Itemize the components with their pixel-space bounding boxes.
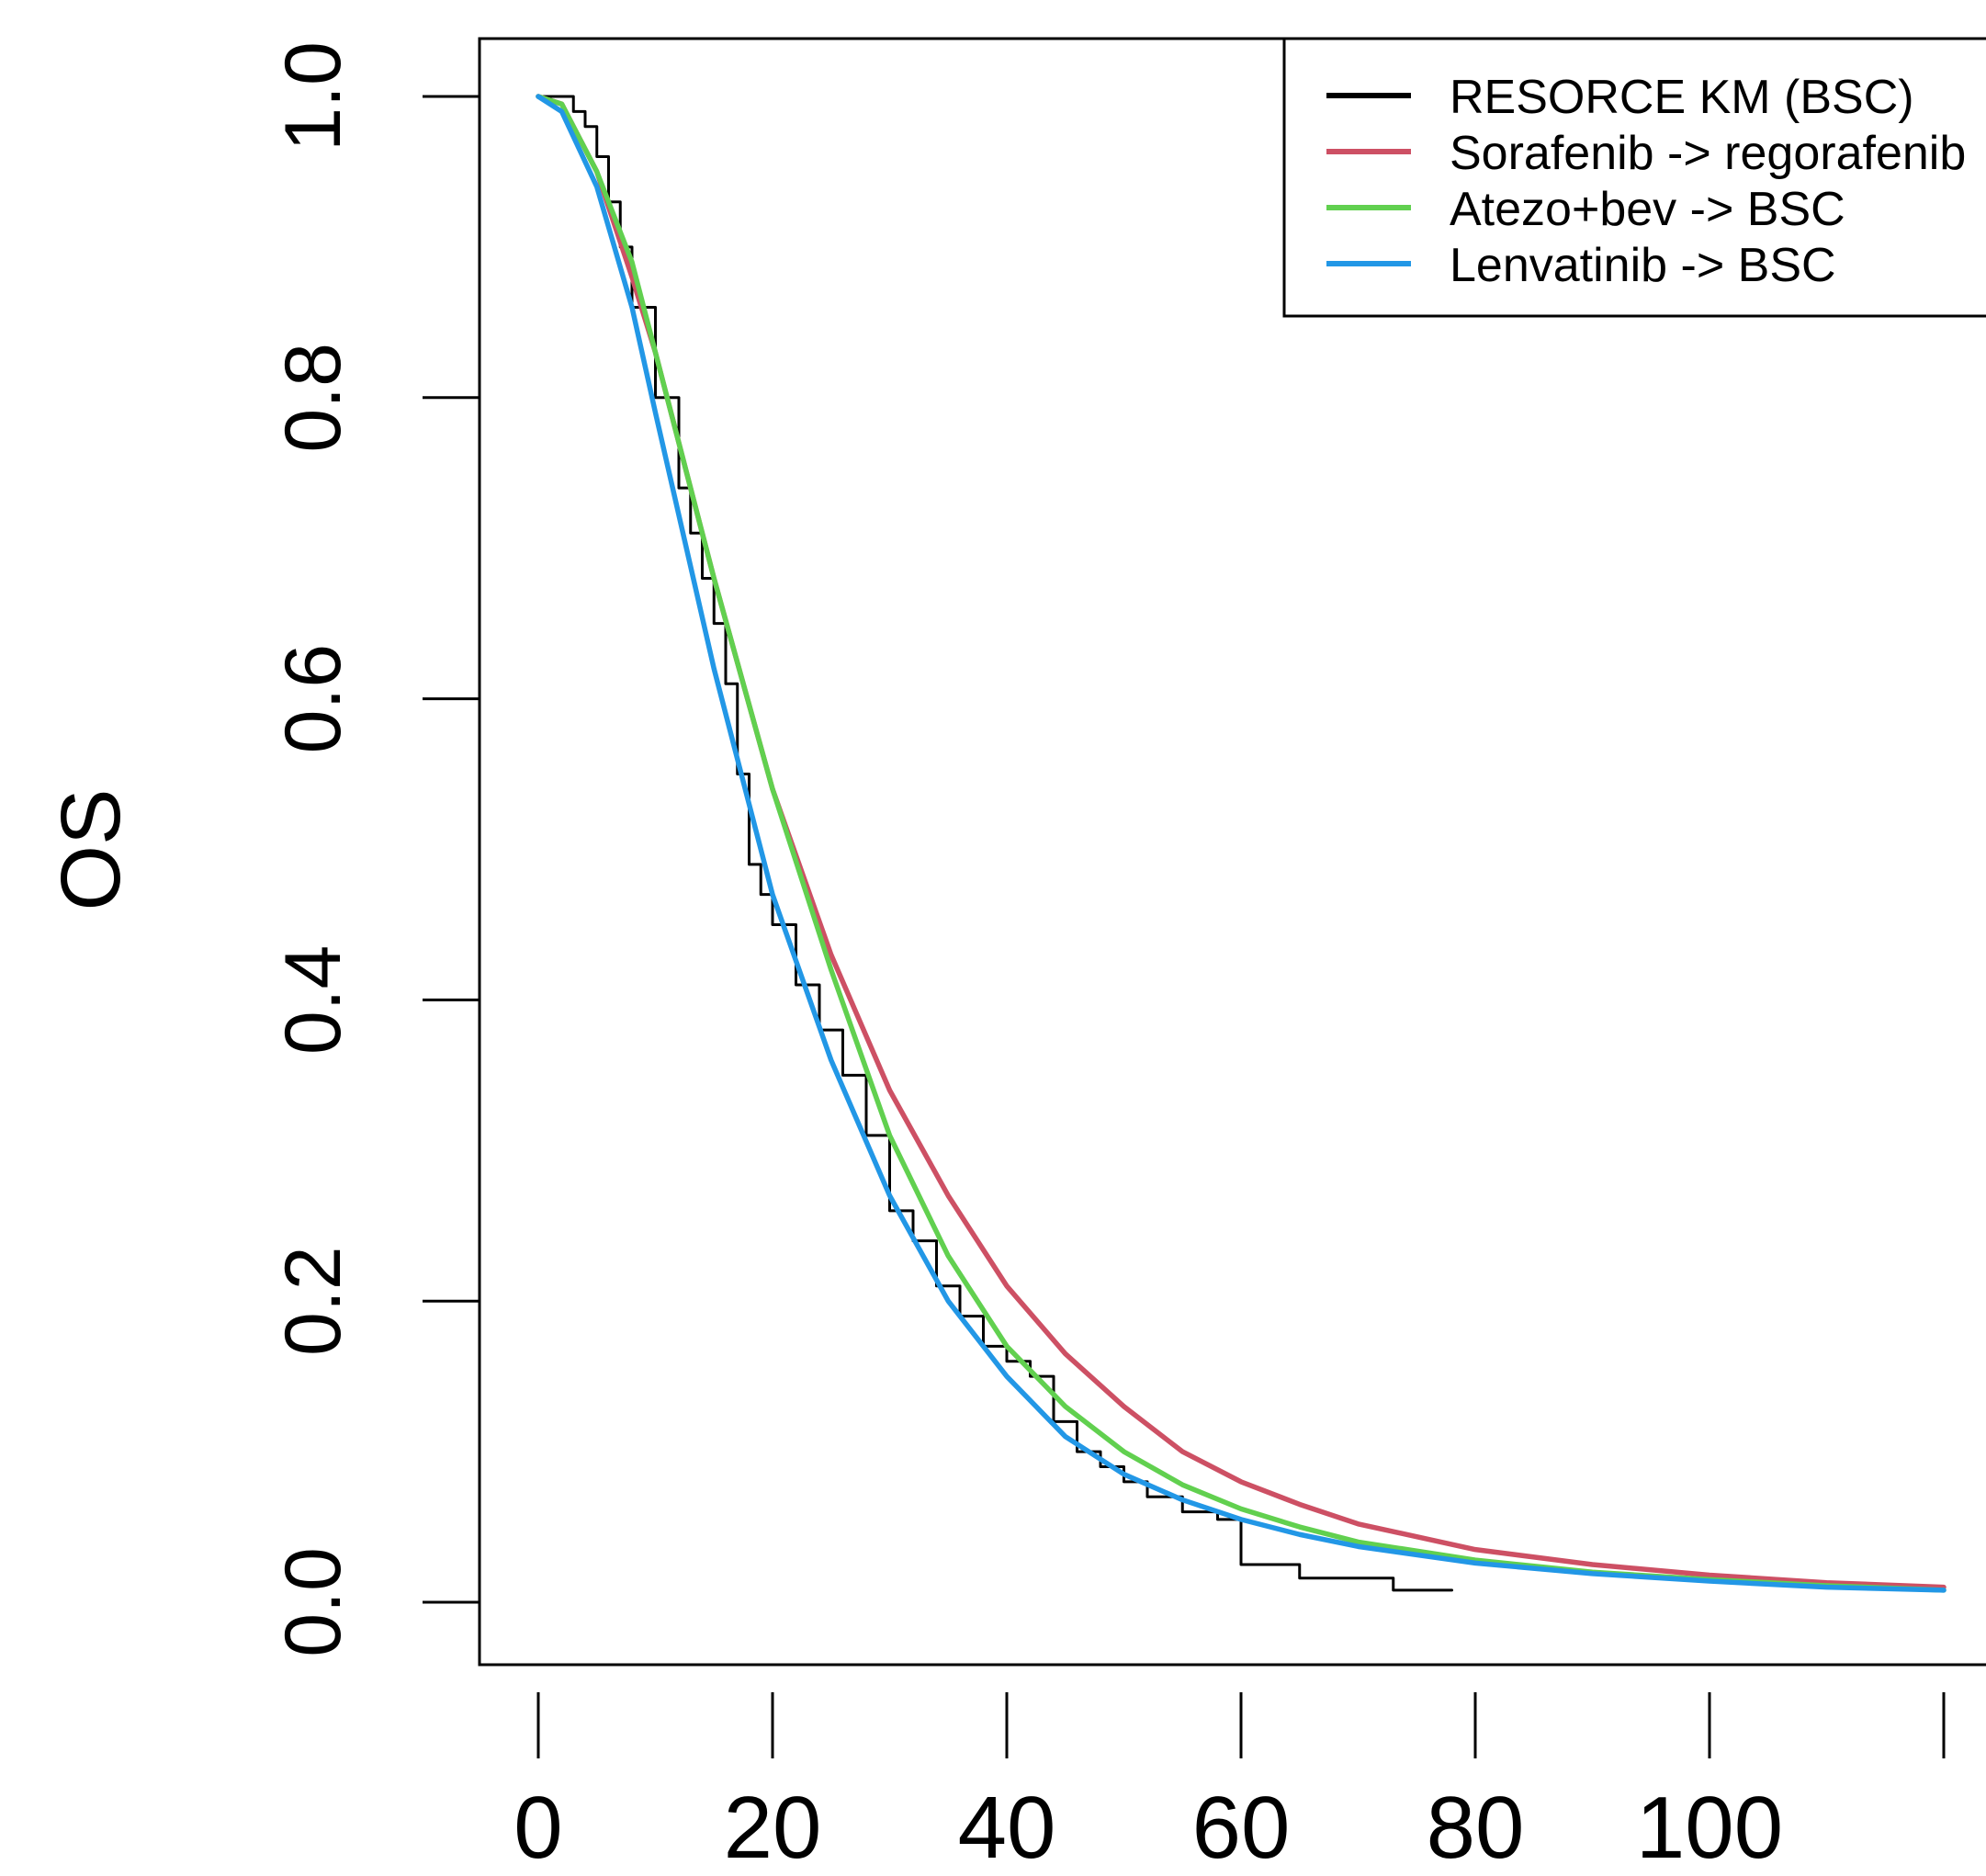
x-tick-label: 20 xyxy=(724,1779,822,1876)
legend-label: Atezo+bev -> BSC xyxy=(1450,183,1845,236)
x-tick-label: 80 xyxy=(1427,1779,1525,1876)
plot-frame xyxy=(478,37,1986,1667)
x-tick-label: 0 xyxy=(513,1779,562,1876)
legend-box xyxy=(1282,37,1986,318)
y-tick-label: 0.2 xyxy=(269,1246,357,1356)
y-tick-label: 0.6 xyxy=(269,644,357,754)
x-tick-label: 40 xyxy=(958,1779,1056,1876)
legend-label: RESORCE KM (BSC) xyxy=(1450,71,1914,124)
series-layer xyxy=(536,94,1947,1593)
y-tick-label: 0.8 xyxy=(269,343,357,453)
axes: 0.0 0.2 0.4 0.6 0.8 1.0 0 20 40 60 80 100 xyxy=(269,41,1946,1876)
x-tick-label: 60 xyxy=(1192,1779,1291,1876)
y-tick-label: 1.0 xyxy=(269,41,357,152)
y-axis-label: OS xyxy=(44,789,138,911)
y-tick-label: 0.4 xyxy=(269,945,357,1056)
x-tick-label: 100 xyxy=(1636,1779,1783,1876)
y-tick-label: 0.0 xyxy=(269,1547,357,1657)
legend-label: Lenvatinib -> BSC xyxy=(1450,239,1836,292)
legend: RESORCE KM (BSC)Sorafenib -> regorafenib… xyxy=(1282,37,1986,318)
legend-label: Sorafenib -> regorafenib xyxy=(1450,127,1966,180)
series-line-lenvatinib-bsc xyxy=(536,94,1947,1593)
